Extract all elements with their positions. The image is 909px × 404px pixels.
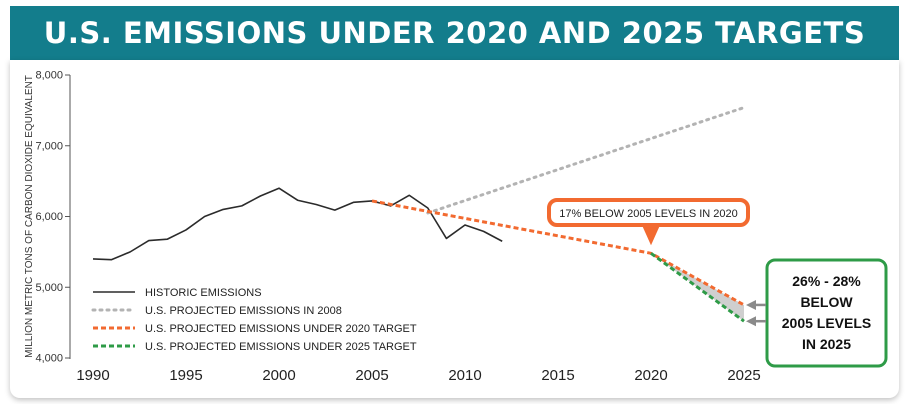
x-tick-label: 1990 [76, 367, 109, 384]
callout-2025-line: BELOW [800, 294, 853, 310]
x-tick-label: 2005 [355, 367, 388, 384]
y-tick-label: 8,000 [35, 70, 63, 82]
legend-label: U.S. PROJECTED EMISSIONS UNDER 2025 TARG… [145, 341, 417, 353]
x-tick-label: 2015 [541, 367, 574, 384]
x-tick-label: 2000 [262, 367, 295, 384]
arrow-head [746, 316, 756, 327]
x-tick-label: 2010 [448, 367, 481, 384]
chart-title: U.S. EMISSIONS UNDER 2020 AND 2025 TARGE… [10, 6, 899, 60]
callout-2025-line: IN 2025 [802, 336, 851, 352]
callout-2025: 26% - 28% BELOW 2005 LEVELS IN 2025 [746, 258, 888, 368]
callout-2025-arrow [746, 316, 766, 327]
legend-label: U.S. PROJECTED EMISSIONS IN 2008 [145, 305, 342, 317]
callout-2020: 17% BELOW 2005 LEVELS IN 2020 [547, 198, 750, 246]
callout-2025-arrow [746, 299, 766, 310]
chart-panel: 4,000 5,000 6,000 7,000 8,000 MILLION METRIC … [10, 60, 899, 398]
x-tick-label: 1995 [169, 367, 202, 384]
y-tick-label: 4,000 [35, 353, 63, 365]
x-tick-label: 2020 [634, 367, 667, 384]
legend-label: HISTORIC EMISSIONS [145, 287, 262, 299]
projected-2008-line [426, 106, 746, 215]
y-axis-title: MILLION METRIC TONS OF CARBON DIOXIDE EQ… [24, 75, 35, 358]
callout-2025-box [765, 258, 888, 368]
callout-2025-line: 26% - 28% [792, 273, 861, 289]
y-tick-label: 7,000 [35, 140, 63, 152]
callout-2020-text: 17% BELOW 2005 LEVELS IN 2020 [559, 208, 738, 220]
y-tick-label: 6,000 [35, 211, 63, 223]
arrow-head [746, 299, 756, 310]
y-tick-label: 5,000 [35, 282, 63, 294]
callout-2025-line: 2005 LEVELS [782, 315, 872, 331]
x-tick-label: 2025 [727, 367, 760, 384]
legend-label: U.S. PROJECTED EMISSIONS UNDER 2020 TARG… [145, 323, 417, 335]
historic-emissions-line [92, 187, 503, 261]
callout-2020-pointer [641, 223, 661, 246]
target-2025-line [650, 252, 745, 323]
